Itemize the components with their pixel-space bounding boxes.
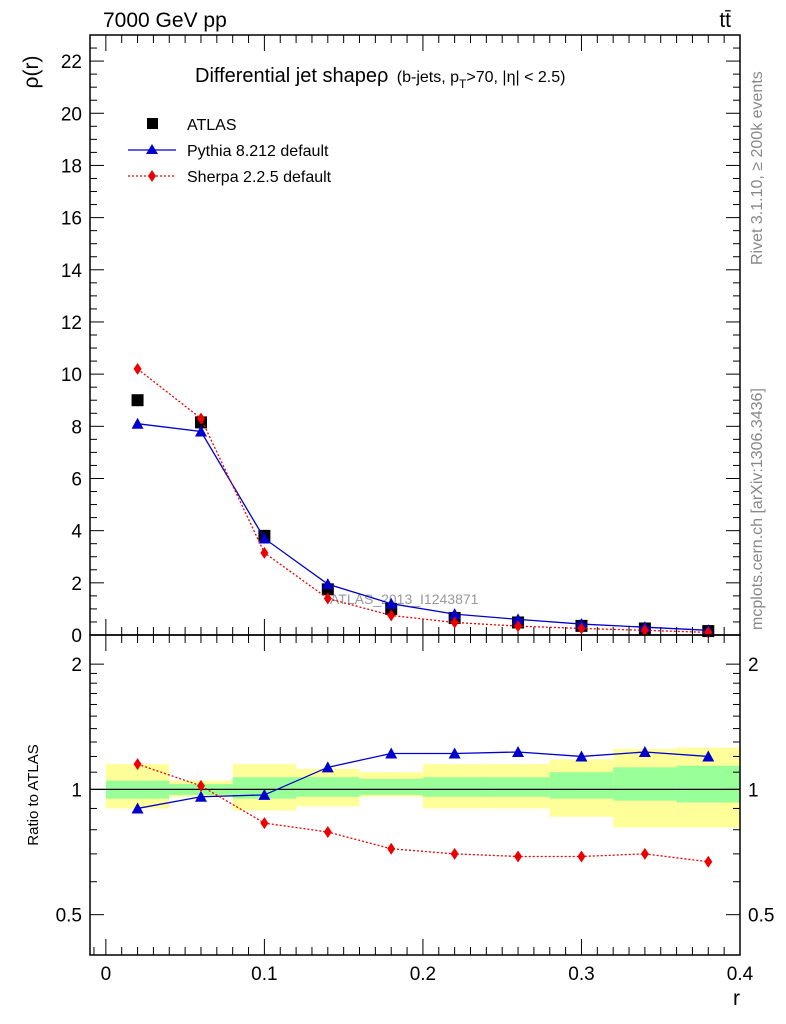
mcplots-label: mcplots.cern.ch [arXiv:1306.3436] [749,388,766,630]
ratio-pythia-point [194,790,207,802]
main-sherpa-line [137,368,709,634]
main-x-axis [105,35,741,635]
legend-label-sherpa: Sherpa 2.2.5 default [187,169,332,186]
ratio-sherpa-point [260,817,269,830]
ratio-sherpa-point [577,850,586,863]
ratio-sherpa-point [387,842,396,855]
legend-label-pythia: Pythia 8.212 default [187,143,329,160]
legend-marker-sherpa [148,170,156,182]
chart-title: Differential jet shapeρ (b-jets, pT>70, … [195,65,565,91]
main-pythia-point [321,578,334,590]
energy-label: 7000 GeV pp [103,9,227,32]
ratio-sherpa-point [133,758,142,771]
ratio-stat-uncertainty-band [232,777,297,799]
main-pythia-point [131,417,144,429]
ratio-pythia-point [131,802,144,814]
legend-label-atlas: ATLAS [187,117,237,134]
main-y-tick-label: 12 [61,313,82,334]
ratio-sherpa-point [450,847,459,860]
ratio-stat-uncertainty-band [676,765,740,803]
ratio-sherpa-point [323,826,332,839]
main-y-tick-label: 14 [61,261,83,282]
main-sherpa-point [133,362,142,375]
main-y-tick-label: 22 [61,52,82,73]
ratio-sherpa-point [704,855,713,868]
main-panel: 0 2 4 6 8 10 12 14 16 18 20 22 ρ(r) Differential je… [20,34,741,647]
watermark: ATLAS_2013_I1243871 [330,591,479,607]
ratio-pythia-line [137,751,709,810]
legend-marker-atlas [147,118,158,129]
ratio-y-tick-label-right: 0.5 [748,906,774,927]
ratio-stat-uncertainty-band [359,778,423,795]
main-y-tick-label: 16 [61,209,82,230]
main-sherpa-point [387,609,396,622]
main-y-tick-label: 18 [61,156,82,177]
main-y-tick-label: 4 [71,522,82,543]
main-y-tick-label: 6 [71,469,82,490]
main-y-axis: 0 2 4 6 8 10 12 14 16 18 20 22 [61,47,740,647]
main-sherpa-point [514,620,523,633]
main-y-tick-label: 0 [71,626,82,647]
ratio-pythia-point [448,747,461,759]
ratio-stat-uncertainty-band [296,777,360,797]
main-pythia-point [512,613,525,625]
main-y-tick-label: 2 [71,574,82,595]
ratio-sherpa-point [196,779,205,792]
main-sherpa-point [450,616,459,629]
x-axis-label: r [733,987,740,1010]
main-sherpa-point [196,412,205,425]
legend: ATLAS Pythia 8.212 default Sherpa 2.2.5 … [128,117,332,186]
main-pythia-point [448,608,461,620]
ratio-pythia-point [258,788,271,800]
ratio-pythia-point [575,750,588,762]
main-y-tick-label: 10 [61,365,82,386]
main-pythia-point [385,597,398,609]
ratio-stat-uncertainty-band [422,777,487,797]
ratio-y-tick-label-left: 1 [71,780,82,801]
main-pythia-point [258,532,271,544]
ratio-x-tick-label: 0.3 [568,964,594,985]
ratio-x-tick-label: 0.2 [410,964,436,985]
main-sherpa-point [323,592,332,605]
main-pythia-line [137,423,709,631]
main-pythia-point [194,425,207,437]
main-ylabel: ρ(r) [20,56,43,89]
ratio-x-tick-label: 0.1 [251,964,277,985]
ratio-x-tick-label: 0.4 [727,964,754,985]
ratio-panel: 0.5 0.51 12 2 0 0.1 0.2 0.3 0.4 Ratio to ATLAS … [25,634,775,1010]
ratio-bands [105,747,740,828]
ratio-y-tick-label-left: 0.5 [56,906,82,927]
main-sherpa-point [640,624,649,637]
ratio-ylabel: Ratio to ATLAS [25,744,42,845]
ratio-plot-frame [89,634,741,956]
ratio-sherpa-line [137,763,709,863]
ratio-pythia-point [702,750,715,762]
ratio-sherpa-point [640,847,649,860]
ratio-stat-uncertainty-band [613,767,677,801]
legend-marker-pythia [146,144,158,154]
main-atlas-point [131,394,144,407]
main-sherpa-point [577,622,586,635]
ratio-series-group [131,745,715,868]
main-y-tick-label: 8 [71,417,82,438]
ratio-y-tick-label-left: 2 [71,655,82,676]
ratio-x-tick-label: 0 [101,964,112,985]
ratio-y-tick-label-right: 1 [748,780,759,801]
ratio-y-axis: 0.5 0.5 1 1 2 2 [56,655,775,927]
ratio-pythia-point [638,745,651,757]
main-y-tick-label: 20 [61,104,82,125]
rivet-label: Rivet 3.1.10, ≥ 200k events [749,71,766,265]
ratio-pythia-point [512,745,525,757]
ratio-stat-uncertainty-band [549,772,614,799]
process-label: tt̄ [719,9,731,32]
ratio-stat-uncertainty-band [486,777,550,797]
ratio-y-tick-label-right: 2 [748,655,759,676]
main-series-group [131,362,715,639]
ratio-pythia-point [321,761,334,773]
ratio-sherpa-point [514,850,523,863]
ratio-x-axis: 0 0.1 0.2 0.3 0.4 [93,635,754,985]
ratio-pythia-point [385,747,398,759]
main-sherpa-point [260,546,269,559]
